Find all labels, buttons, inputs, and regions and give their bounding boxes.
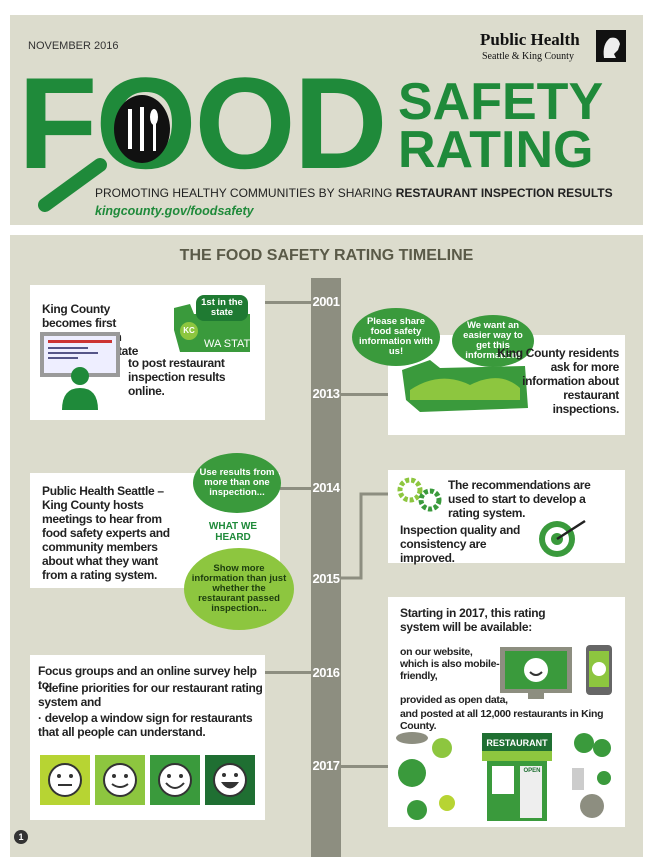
event-box — [388, 470, 625, 563]
speech-bubble: Please share food safety information wit… — [352, 308, 440, 366]
event-text: Inspection quality and consistency are i… — [400, 523, 521, 565]
org-name: Public Health — [480, 30, 580, 49]
computer-illustration — [40, 332, 120, 410]
event-text: Focus groups and an online survey help t… — [38, 664, 257, 692]
rating-signs — [40, 755, 255, 805]
timeline-bar — [311, 278, 341, 857]
wa-map-crowd — [402, 360, 528, 412]
plate-icon — [114, 95, 170, 163]
event-text: Starting in 2017, this rating system wil… — [400, 606, 546, 634]
event-text: to post restaurant inspection results on… — [128, 356, 226, 398]
year: 2001 — [312, 294, 340, 309]
magnifier — [38, 158, 107, 212]
map-label: WA STATE — [204, 338, 258, 350]
page-number: 1 — [14, 830, 28, 844]
connector — [280, 487, 311, 490]
speech-bubble: Use results from more than one inspectio… — [193, 453, 281, 513]
title-rating: RATING — [398, 121, 594, 179]
open-sign: OPEN — [523, 768, 541, 774]
badge: 1st in the state — [196, 295, 248, 321]
logo-icon — [596, 30, 626, 62]
gears-icon — [397, 477, 442, 512]
tagline-text: PROMOTING HEALTHY COMMUNITIES BY SHARING — [95, 186, 393, 200]
tagline: PROMOTING HEALTHY COMMUNITIES BY SHARING… — [95, 186, 613, 200]
timeline-title: THE FOOD SAFETY RATING TIMELINE — [179, 247, 474, 264]
devices-icon — [500, 645, 612, 699]
list-item: · develop a window sign for restaurants … — [38, 711, 253, 739]
title-safety: SAFETY — [398, 73, 604, 131]
speech-bubble: We want an easier way to get this inform… — [452, 315, 534, 367]
channel: and posted at all 12,000 restaurants in … — [400, 708, 604, 732]
map-tag: KC — [180, 322, 198, 340]
tagline-bold: RESTAURANT INSPECTION RESULTS — [395, 186, 613, 200]
org-sub: Seattle & King County — [482, 51, 574, 62]
channel: on our website, which is also mobile-fri… — [400, 646, 500, 682]
speech-bubble: Show more information than just whether … — [184, 548, 294, 630]
event-text: King County residents ask for more infor… — [497, 346, 619, 416]
year: 2014 — [312, 480, 340, 495]
year: 2016 — [312, 665, 340, 680]
restaurant-sign: RESTAURANT — [486, 738, 548, 748]
year: 2013 — [312, 386, 340, 401]
connector — [265, 301, 311, 304]
target-icon — [539, 519, 586, 557]
connector — [341, 492, 388, 580]
event-text: Public Health Seattle – King County host… — [42, 484, 170, 582]
date: NOVEMBER 2016 — [28, 40, 119, 52]
channel: provided as open data, — [400, 694, 508, 706]
connector — [341, 393, 388, 396]
event-text: The recommendations are used to start to… — [448, 478, 591, 520]
url: kingcounty.gov/foodsafety — [95, 204, 254, 218]
year: 2017 — [312, 758, 340, 773]
list-item: · define priorities for our restaurant r… — [38, 681, 263, 709]
restaurant-illustration — [396, 732, 611, 821]
what-we-heard: WHAT WE HEARD — [208, 521, 258, 543]
year: 2015 — [312, 571, 340, 586]
title-food: FOOD — [18, 50, 388, 196]
connector — [341, 765, 388, 768]
connector — [265, 671, 311, 674]
